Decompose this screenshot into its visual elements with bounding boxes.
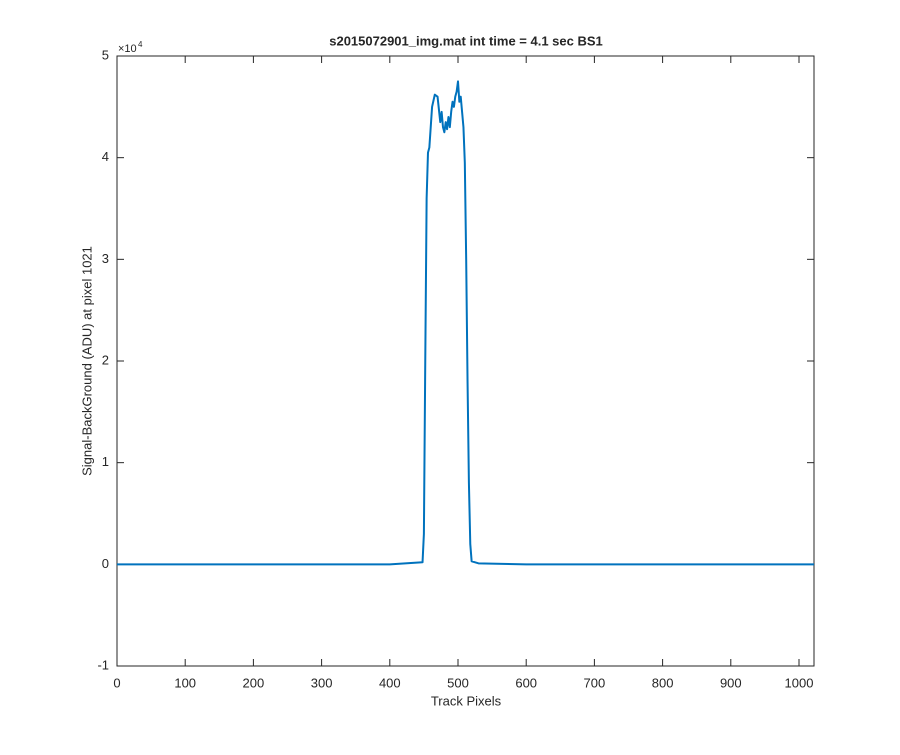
y-tick-label: 1 <box>102 454 109 469</box>
x-tick-label: 800 <box>652 675 674 690</box>
y-tick-label: 0 <box>102 556 109 571</box>
y-tick-label: 3 <box>102 251 109 266</box>
x-axis-label: Track Pixels <box>431 693 502 708</box>
x-tick-label: 900 <box>720 675 742 690</box>
data-line <box>117 80 814 566</box>
x-tick-label: 100 <box>174 675 196 690</box>
x-tick-label: 600 <box>515 675 537 690</box>
chart-title: s2015072901_img.mat int time = 4.1 sec B… <box>329 33 603 48</box>
y-multiplier: ×10 <box>118 43 137 55</box>
y-multiplier-exponent: 4 <box>138 40 143 49</box>
y-tick-label: -1 <box>97 657 109 672</box>
x-tick-label: 1000 <box>785 675 814 690</box>
y-axis-label: Signal-BackGround (ADU) at pixel 1021 <box>79 246 94 476</box>
x-tick-label: 0 <box>113 675 120 690</box>
x-tick-label: 200 <box>243 675 265 690</box>
y-tick-label: 2 <box>102 352 109 367</box>
x-tick-label: 300 <box>311 675 333 690</box>
plot-area <box>116 55 815 667</box>
y-tick-label: 5 <box>102 47 109 62</box>
x-tick-label: 700 <box>584 675 606 690</box>
y-tick-label: 4 <box>102 149 109 164</box>
x-tick-label: 500 <box>447 675 469 690</box>
x-tick-label: 400 <box>379 675 401 690</box>
